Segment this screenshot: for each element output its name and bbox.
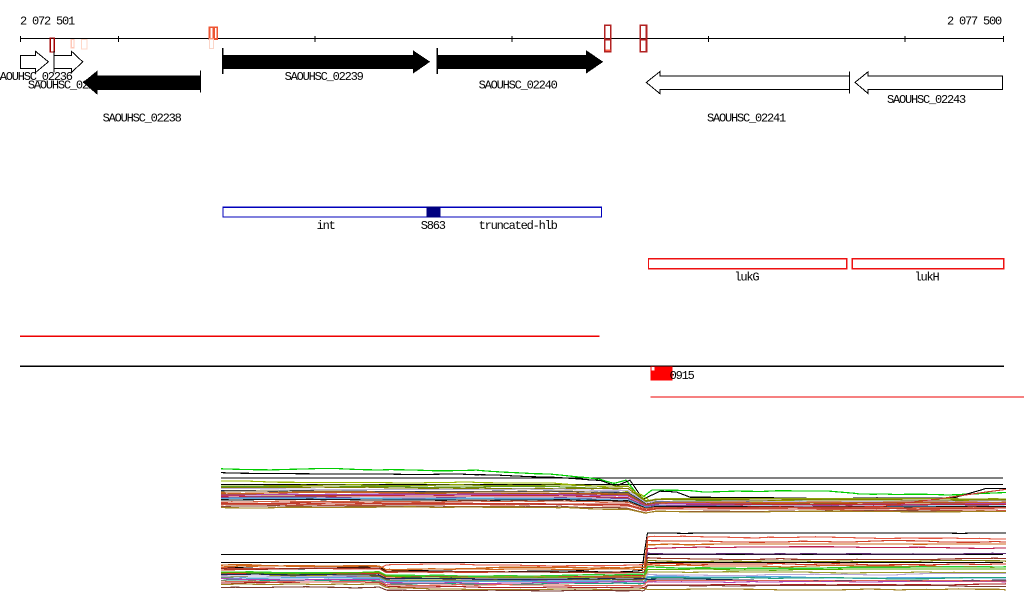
svg-text:lukH: lukH bbox=[915, 271, 940, 285]
svg-text:SAOUHSC_02241: SAOUHSC_02241 bbox=[707, 112, 786, 126]
svg-text:SAOUHSC_02239: SAOUHSC_02239 bbox=[285, 70, 364, 84]
svg-text:SAOUHSC_02243: SAOUHSC_02243 bbox=[887, 93, 966, 107]
svg-text:SAOUHSC_02236: SAOUHSC_02236 bbox=[0, 70, 73, 84]
svg-text:S863: S863 bbox=[421, 219, 446, 233]
svg-text:SAOUHSC_02238: SAOUHSC_02238 bbox=[103, 112, 182, 126]
svg-text:2 072 501: 2 072 501 bbox=[20, 15, 75, 29]
svg-text:2 077 500: 2 077 500 bbox=[947, 15, 1002, 29]
svg-text:SAOUHSC_02240: SAOUHSC_02240 bbox=[479, 79, 558, 93]
svg-text:truncated-hlb: truncated-hlb bbox=[479, 219, 558, 233]
svg-text:lukG: lukG bbox=[734, 271, 759, 285]
svg-text:0915: 0915 bbox=[670, 369, 695, 383]
svg-text:int: int bbox=[317, 219, 335, 233]
